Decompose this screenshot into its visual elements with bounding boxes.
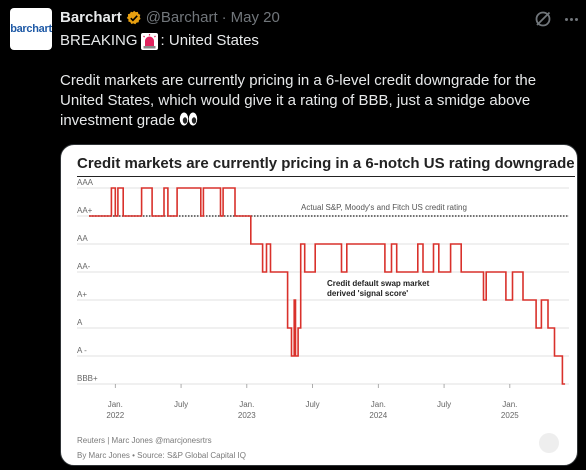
x-tick-label: July: [174, 400, 188, 409]
separator-dot: ·: [221, 9, 227, 26]
y-tick-label: AA+: [77, 206, 93, 215]
breaking-label: BREAKING: [60, 32, 138, 49]
avatar-logo-text: barchart: [10, 23, 52, 35]
y-tick-label: A+: [77, 290, 87, 299]
y-tick-label: BBB+: [77, 374, 98, 383]
series-annotation-line2: derived 'signal score': [327, 289, 408, 298]
y-tick-label: A: [77, 318, 83, 327]
author-handle[interactable]: @Barchart: [145, 9, 218, 26]
y-tick-label: AA-: [77, 262, 91, 271]
avatar[interactable]: barchart: [10, 8, 52, 50]
rating-chart: AAA AA+ AA AA- A+ A A - BBB+ Jan. 2022 July Jan. 202…: [77, 178, 569, 420]
series-annotation-line1: Credit default swap market: [327, 279, 430, 288]
breaking-location: : United States: [160, 32, 259, 49]
verified-badge-icon: [126, 10, 142, 26]
tweet-paragraph: Credit markets are currently pricing in …: [60, 72, 537, 129]
grok-icon[interactable]: [533, 9, 553, 29]
x-tick-label: 2022: [106, 411, 124, 420]
source-credit-line: Reuters | Marc Jones @marcjonesrtrs: [77, 436, 212, 445]
expand-image-icon[interactable]: [539, 433, 559, 453]
x-tick-label: Jan.: [239, 400, 254, 409]
tweet-text-line1: BREAKING : United States: [60, 31, 580, 51]
more-options-icon[interactable]: [562, 11, 580, 27]
x-tick-label: Jan.: [371, 400, 386, 409]
x-tick-label: July: [437, 400, 451, 409]
tweet-header: Barchart @Barchart · May 20: [60, 9, 280, 26]
chart-image-card[interactable]: Credit markets are currently pricing in …: [60, 144, 578, 466]
x-tick-label: July: [305, 400, 319, 409]
x-tick-label: 2025: [501, 411, 519, 420]
tweet-text-body: Credit markets are currently pricing in …: [60, 71, 580, 131]
y-tick-label: AAA: [77, 178, 94, 187]
author-name[interactable]: Barchart: [60, 9, 122, 26]
chart-title-rule: [77, 176, 575, 177]
y-tick-label: AA: [77, 234, 88, 243]
source-attribution-line: By Marc Jones • Source: S&P Global Capit…: [77, 451, 246, 460]
x-tick-label: 2023: [238, 411, 256, 420]
chart-title: Credit markets are currently pricing in …: [77, 155, 575, 172]
x-tick-label: 2024: [369, 411, 387, 420]
cds-signal-series-line: [89, 187, 566, 385]
siren-emoji-icon: [140, 32, 158, 50]
tweet-date[interactable]: May 20: [230, 9, 280, 26]
reference-label: Actual S&P, Moody's and Fitch US credit …: [301, 203, 467, 212]
x-tick-label: Jan.: [108, 400, 123, 409]
x-tick-label: Jan.: [502, 400, 517, 409]
y-tick-label: A -: [77, 346, 87, 355]
eyes-emoji-icon: [179, 112, 198, 126]
